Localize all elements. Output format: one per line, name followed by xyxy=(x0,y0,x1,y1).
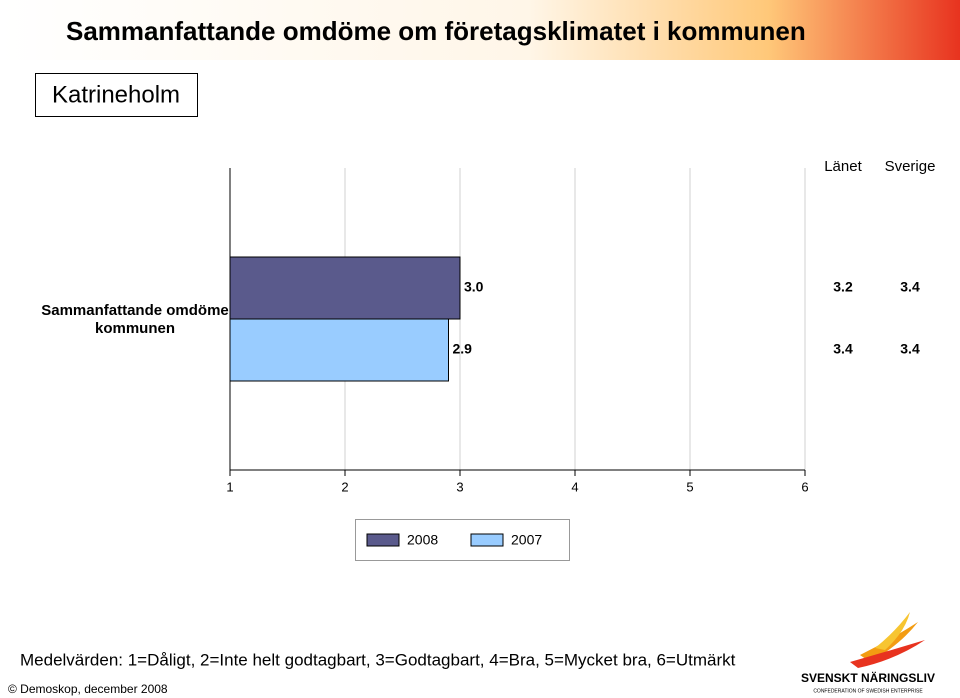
legend-swatch xyxy=(470,533,504,547)
comparison-header: Sverige xyxy=(885,158,936,175)
comparison-value: 3.4 xyxy=(833,341,853,357)
comparison-value: 3.4 xyxy=(900,341,920,357)
value-label: 3.0 xyxy=(464,279,484,295)
footnote: Medelvärden: 1=Dåligt, 2=Inte helt godta… xyxy=(20,650,736,669)
x-tick-label: 4 xyxy=(571,479,578,494)
legend-label: 2008 xyxy=(407,532,438,548)
legend-label: 2007 xyxy=(511,532,542,548)
comparison-value: 3.4 xyxy=(900,279,920,295)
header-band xyxy=(0,0,960,60)
comparison-header: Länet xyxy=(824,158,862,175)
title: Sammanfattande omdöme om företagsklimate… xyxy=(66,16,806,46)
category-label: Sammanfattande omdöme kommunen xyxy=(41,302,229,337)
logo-swoosh xyxy=(850,640,925,668)
value-label: 2.9 xyxy=(453,341,473,357)
x-tick-label: 3 xyxy=(456,479,463,494)
x-tick-label: 5 xyxy=(686,479,693,494)
logo-tagline: CONFEDERATION OF SWEDISH ENTERPRISE xyxy=(813,688,923,694)
subtitle-box xyxy=(35,73,198,117)
bar xyxy=(229,256,461,320)
logo: SVENSKT NÄRINGSLIV CONFEDERATION OF SWED… xyxy=(801,612,935,694)
x-tick-label: 6 xyxy=(801,479,808,494)
logo-swoosh xyxy=(875,612,910,650)
logo-name: SVENSKT NÄRINGSLIV xyxy=(801,670,935,685)
legend-swatch xyxy=(366,533,400,547)
bar xyxy=(229,318,449,382)
comparison-value: 3.2 xyxy=(833,279,853,295)
subtitle: Katrineholm xyxy=(52,81,180,108)
copyright: © Demoskop, december 2008 xyxy=(8,682,168,696)
x-tick-label: 1 xyxy=(226,479,233,494)
x-tick-label: 2 xyxy=(341,479,348,494)
